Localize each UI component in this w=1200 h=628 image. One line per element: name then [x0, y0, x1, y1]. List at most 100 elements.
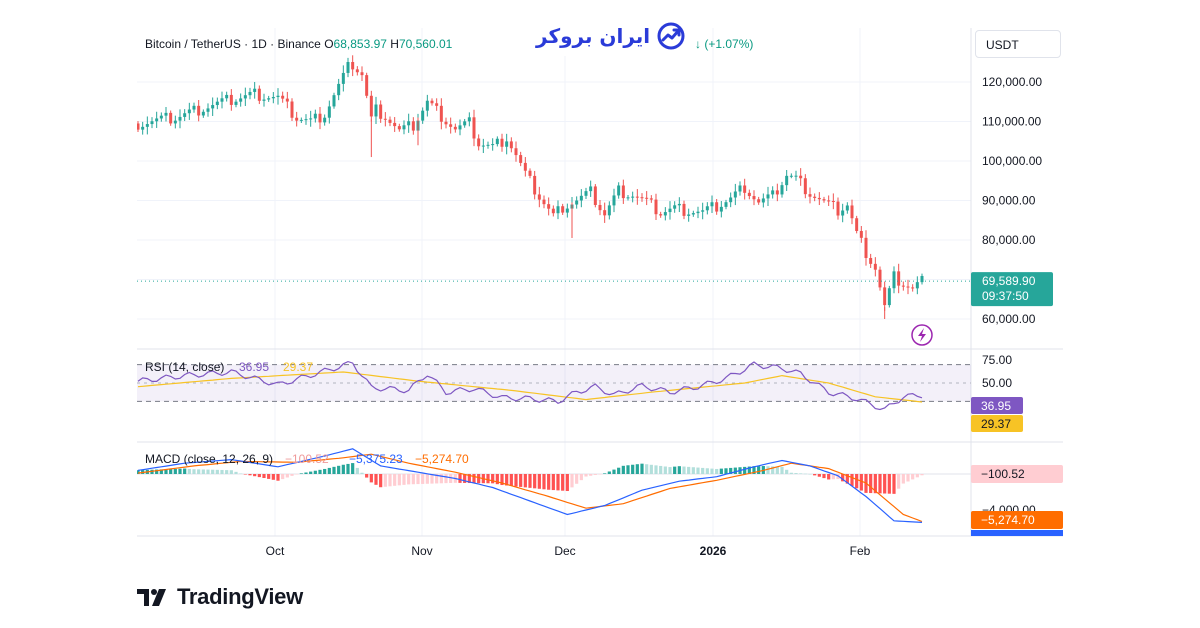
candle: [757, 196, 761, 205]
candle: [766, 186, 770, 207]
macd-histogram-bar: [276, 474, 280, 481]
candle-body: [407, 121, 411, 126]
candle: [360, 66, 364, 81]
tradingview-wordmark: TradingView: [177, 584, 303, 609]
candle: [211, 97, 215, 116]
macd-histogram-bar: [617, 467, 621, 474]
macd-signal-value: −5,274.70: [415, 452, 469, 466]
candle: [164, 107, 168, 122]
candle-body: [827, 200, 831, 202]
candle-body: [897, 271, 901, 286]
macd-histogram-bar: [757, 466, 761, 474]
candle-body: [855, 218, 859, 231]
candle: [845, 202, 849, 214]
macd-histogram-bar: [234, 471, 238, 474]
candle: [808, 187, 812, 204]
macd-histogram-bar: [355, 467, 359, 474]
candle-body: [785, 175, 789, 186]
candle: [519, 151, 523, 167]
candle: [509, 137, 513, 153]
macd-histogram-bar: [705, 468, 709, 474]
candle-body: [869, 258, 873, 264]
brand-logo: ایران بروکر: [528, 16, 695, 56]
candle: [677, 197, 681, 213]
candle-body: [612, 195, 616, 206]
candle-body: [561, 206, 565, 213]
candle: [542, 195, 546, 209]
candle-body: [439, 105, 443, 122]
candle: [533, 170, 537, 200]
candle: [397, 123, 401, 132]
candle-body: [738, 185, 742, 192]
candle-body: [589, 186, 593, 192]
macd-histogram-bar: [911, 474, 915, 480]
candle: [911, 284, 915, 292]
candle: [481, 138, 485, 154]
candle-body: [145, 124, 149, 127]
candle-body: [477, 138, 481, 147]
candle: [621, 179, 625, 204]
candle: [575, 196, 579, 209]
macd-histogram-bar: [584, 474, 588, 477]
macd-histogram-bar: [257, 474, 261, 478]
candle: [691, 210, 695, 217]
macd-histogram-bar: [435, 474, 439, 484]
candle-body: [547, 204, 551, 209]
macd-histogram-bar: [626, 465, 630, 474]
candle-body: [435, 103, 439, 106]
candle: [724, 199, 728, 210]
candle-body: [313, 113, 317, 119]
candle: [486, 141, 490, 149]
candle: [267, 95, 271, 102]
macd-histogram-bar: [137, 470, 140, 474]
macd-histogram-bar: [369, 474, 373, 483]
candle: [733, 183, 737, 206]
candle: [687, 208, 691, 222]
candle-body: [584, 191, 588, 196]
candle-body: [878, 269, 882, 288]
candle-body: [253, 88, 257, 92]
candle-body: [299, 119, 303, 121]
macd-histogram-bar: [892, 474, 896, 494]
candle: [374, 96, 378, 125]
high-label: H: [390, 37, 399, 51]
candle-body: [841, 210, 845, 216]
candle-body: [677, 203, 681, 206]
candle: [439, 98, 443, 130]
macd-histogram-bar: [500, 474, 504, 486]
candle: [309, 110, 313, 127]
candle-body: [173, 120, 177, 124]
candle: [402, 120, 406, 135]
rsi-badge-ma: 29.37: [981, 417, 1011, 431]
currency-selector[interactable]: USDT: [975, 30, 1061, 58]
tradingview-logo[interactable]: TradingView: [137, 584, 303, 610]
candle: [836, 197, 840, 220]
symbol-info[interactable]: Bitcoin / TetherUS · 1D · Binance O68,85…: [145, 37, 452, 51]
candle-body: [911, 287, 915, 289]
candle: [556, 200, 560, 220]
rsi-ma-badge: [971, 415, 1023, 432]
candle-body: [332, 95, 336, 107]
candle-body: [803, 178, 807, 195]
macd-histogram-bar: [827, 474, 831, 480]
candle: [859, 226, 863, 243]
macd-hist-badge: [971, 465, 1063, 483]
candle: [817, 192, 821, 206]
candle: [789, 173, 793, 179]
candle: [495, 136, 499, 147]
macd-histogram-bar: [472, 474, 476, 484]
candle: [920, 273, 924, 285]
macd-histogram-bar: [677, 466, 681, 474]
candle: [248, 87, 252, 100]
candle-body: [822, 199, 826, 201]
time-axis-label: 2026: [700, 544, 727, 558]
candle-body: [505, 141, 509, 147]
macd-histogram-bar: [710, 468, 714, 474]
rsi-value-badge: [971, 397, 1023, 414]
macd-histogram-bar: [775, 466, 779, 474]
candle: [785, 170, 789, 191]
macd-histogram-bar: [822, 474, 826, 479]
candle-body: [645, 197, 649, 199]
candle-body: [575, 200, 579, 205]
